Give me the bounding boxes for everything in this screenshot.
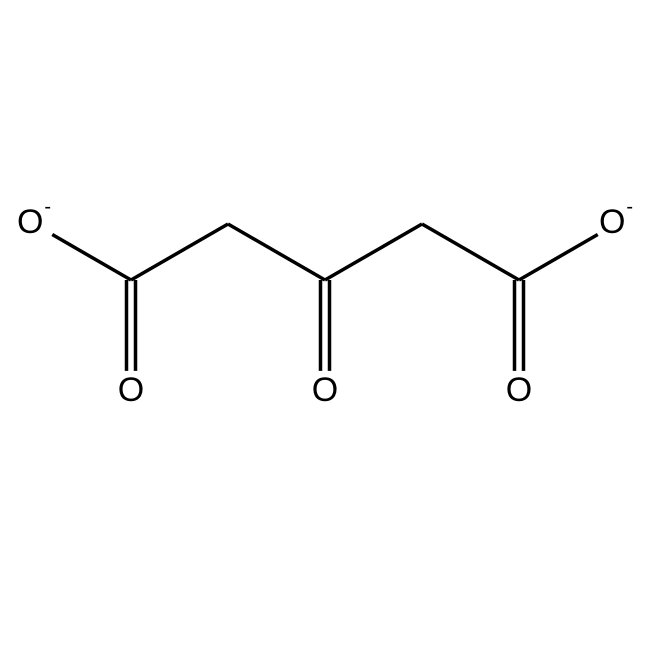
charge-superscript: - [626, 196, 633, 218]
bond-C3-O3 [321, 280, 330, 371]
bond-C1-O1a [52, 235, 131, 280]
bond-C4-C5 [422, 224, 519, 280]
bond-C3-C4 [325, 224, 422, 280]
bond-C1-O1b [127, 280, 136, 371]
atom-label-O3: O [312, 371, 338, 409]
molecule-canvas: O- O O O- O [0, 0, 650, 650]
bond-C5-O5b [515, 280, 524, 371]
atom-label-O1b: O [118, 371, 144, 409]
bond-C2-C3 [228, 224, 325, 280]
bond-C1-C2 [131, 224, 228, 280]
atom-label-O5a: O- [599, 196, 633, 241]
atom-label-O5b: O [506, 371, 532, 409]
atom-label-O1a: O- [17, 196, 51, 241]
charge-superscript: - [44, 196, 51, 218]
bond-C5-O5a [519, 235, 598, 280]
